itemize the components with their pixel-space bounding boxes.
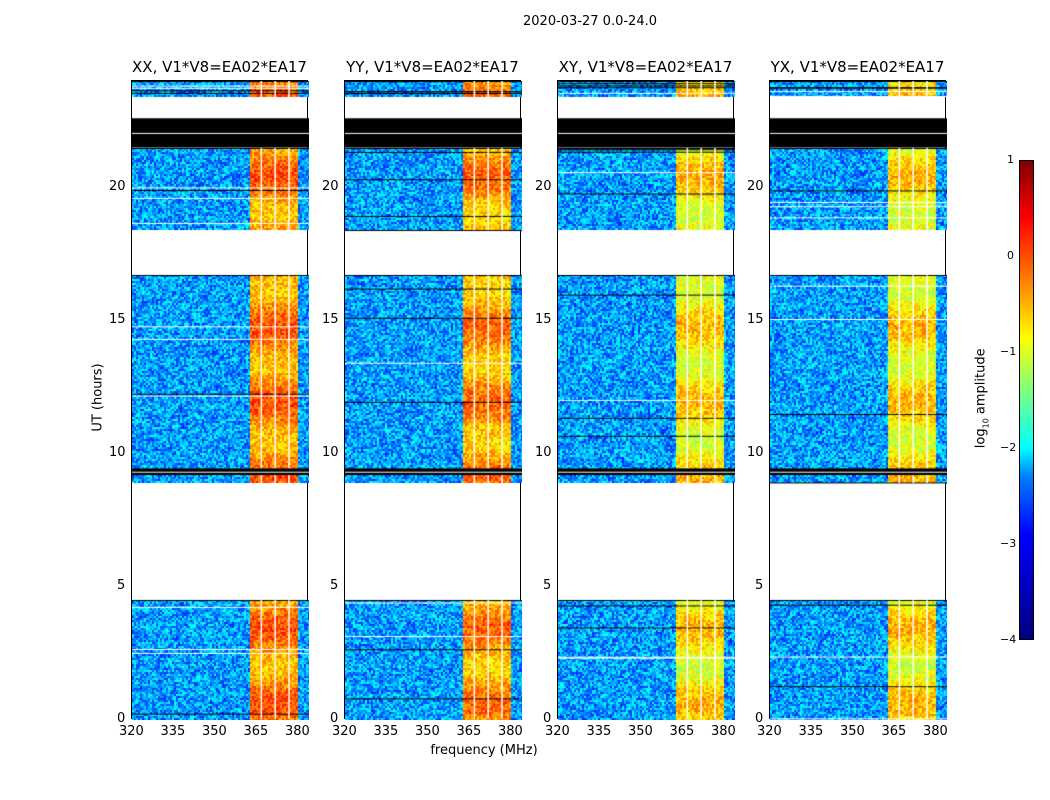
y-tick-label: 20: [747, 178, 764, 194]
x-tick-label: 380: [497, 724, 523, 739]
y-tick-label: 15: [535, 311, 552, 327]
y-tick-label: 15: [322, 311, 339, 327]
y-tick-label: 10: [322, 444, 339, 460]
y-tick-label: 0: [330, 711, 339, 726]
y-tick-label: 0: [543, 711, 552, 726]
x-tick-label: 335: [373, 724, 399, 739]
x-tick-label: 380: [922, 724, 948, 739]
x-tick-label: 320: [545, 724, 570, 739]
x-tick-label: 320: [757, 724, 782, 739]
panel-title: XX, V1*V8=EA02*EA17: [132, 58, 307, 76]
y-tick-label: 5: [117, 577, 126, 593]
colorbar-tick-label: −2: [1000, 441, 1017, 454]
y-tick-label: 15: [747, 311, 764, 327]
heatmap-panel: [769, 80, 947, 720]
x-tick-label: 320: [119, 724, 144, 739]
y-tick-label: 5: [330, 577, 339, 593]
x-tick-label: 380: [710, 724, 736, 739]
heatmap-cells: [558, 81, 735, 720]
colorbar-label: log10 amplitude: [973, 348, 991, 449]
x-tick-label: 335: [798, 724, 824, 739]
colorbar-tick-label: −4: [1000, 633, 1017, 646]
x-tick-label: 335: [160, 724, 186, 739]
panel-title: YX, V1*V8=EA02*EA17: [770, 58, 945, 76]
x-tick-label: 380: [284, 724, 310, 739]
y-tick-label: 5: [755, 577, 764, 593]
colorbar: [1019, 160, 1034, 640]
heatmap-panel: [557, 80, 735, 720]
y-tick-label: 0: [755, 711, 764, 726]
y-tick-label: 10: [109, 444, 126, 460]
x-tick-label: 350: [627, 724, 653, 739]
x-tick-label: 350: [201, 724, 227, 739]
x-tick-label: 335: [586, 724, 612, 739]
y-axis-label: UT (hours): [90, 363, 106, 432]
panel-title: YY, V1*V8=EA02*EA17: [346, 58, 519, 76]
y-tick-label: 20: [535, 178, 552, 194]
heatmap-panel: [344, 80, 522, 720]
x-tick-label: 365: [243, 724, 269, 739]
colorbar-tick-label: −1: [1000, 345, 1017, 358]
panel-title: XY, V1*V8=EA02*EA17: [558, 58, 733, 76]
colorbar-tick-label: 1: [1007, 153, 1014, 166]
x-axis-label: frequency (MHz): [430, 743, 538, 758]
y-tick-label: 15: [109, 311, 126, 327]
colorbar-tick-label: 0: [1007, 249, 1014, 262]
x-tick-label: 350: [839, 724, 865, 739]
x-tick-label: 365: [669, 724, 695, 739]
y-tick-label: 10: [535, 444, 552, 460]
colorbar-tick-label: −3: [1000, 537, 1017, 550]
y-tick-label: 5: [543, 577, 552, 593]
x-tick-label: 320: [332, 724, 357, 739]
y-tick-label: 10: [747, 444, 764, 460]
x-tick-label: 350: [414, 724, 440, 739]
x-tick-label: 365: [456, 724, 482, 739]
heatmap-cells: [345, 81, 522, 720]
x-tick-label: 365: [881, 724, 907, 739]
y-tick-label: 20: [109, 178, 126, 194]
heatmap-cells: [770, 81, 947, 720]
heatmap-cells: [132, 81, 309, 720]
figure-title: 2020-03-27 0.0-24.0: [523, 14, 657, 29]
heatmap-panel: [131, 80, 309, 720]
y-tick-label: 0: [117, 711, 126, 726]
y-tick-label: 20: [322, 178, 339, 194]
